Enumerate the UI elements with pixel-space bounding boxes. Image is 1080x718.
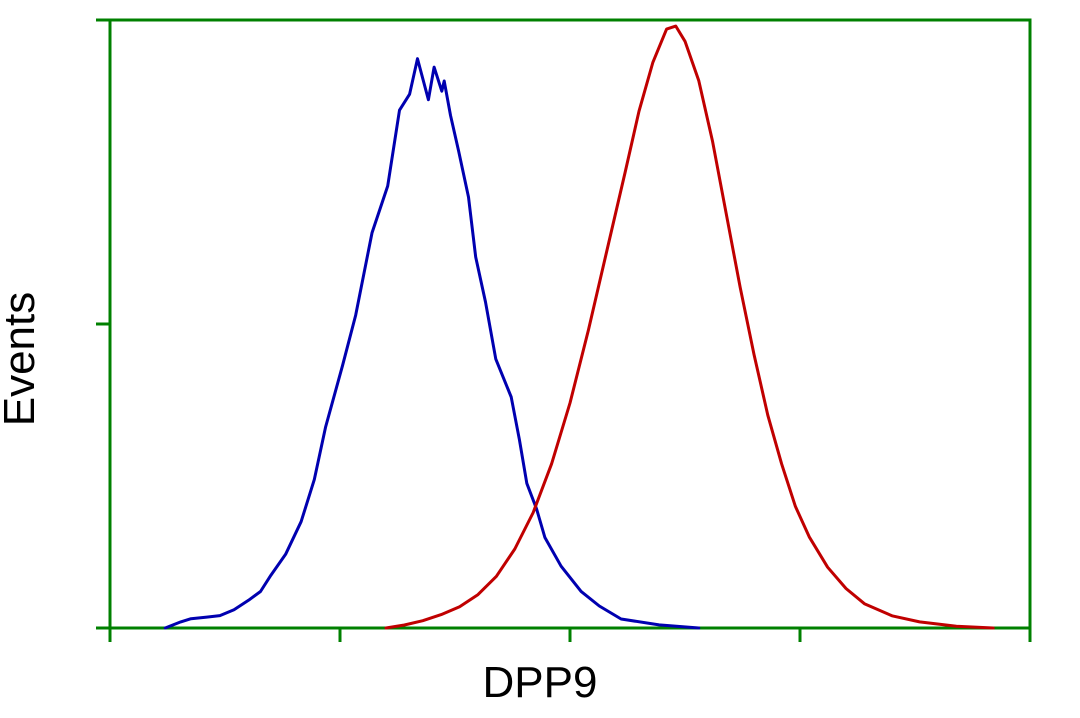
histogram-svg — [110, 20, 1030, 628]
flow-cytometry-chart: Events DPP9 — [30, 20, 1050, 698]
series-control — [165, 59, 699, 628]
y-axis-label: Events — [0, 292, 45, 427]
series-dpp9-stained — [386, 26, 993, 628]
x-axis-label: DPP9 — [483, 658, 598, 708]
plot-area — [110, 20, 1030, 628]
